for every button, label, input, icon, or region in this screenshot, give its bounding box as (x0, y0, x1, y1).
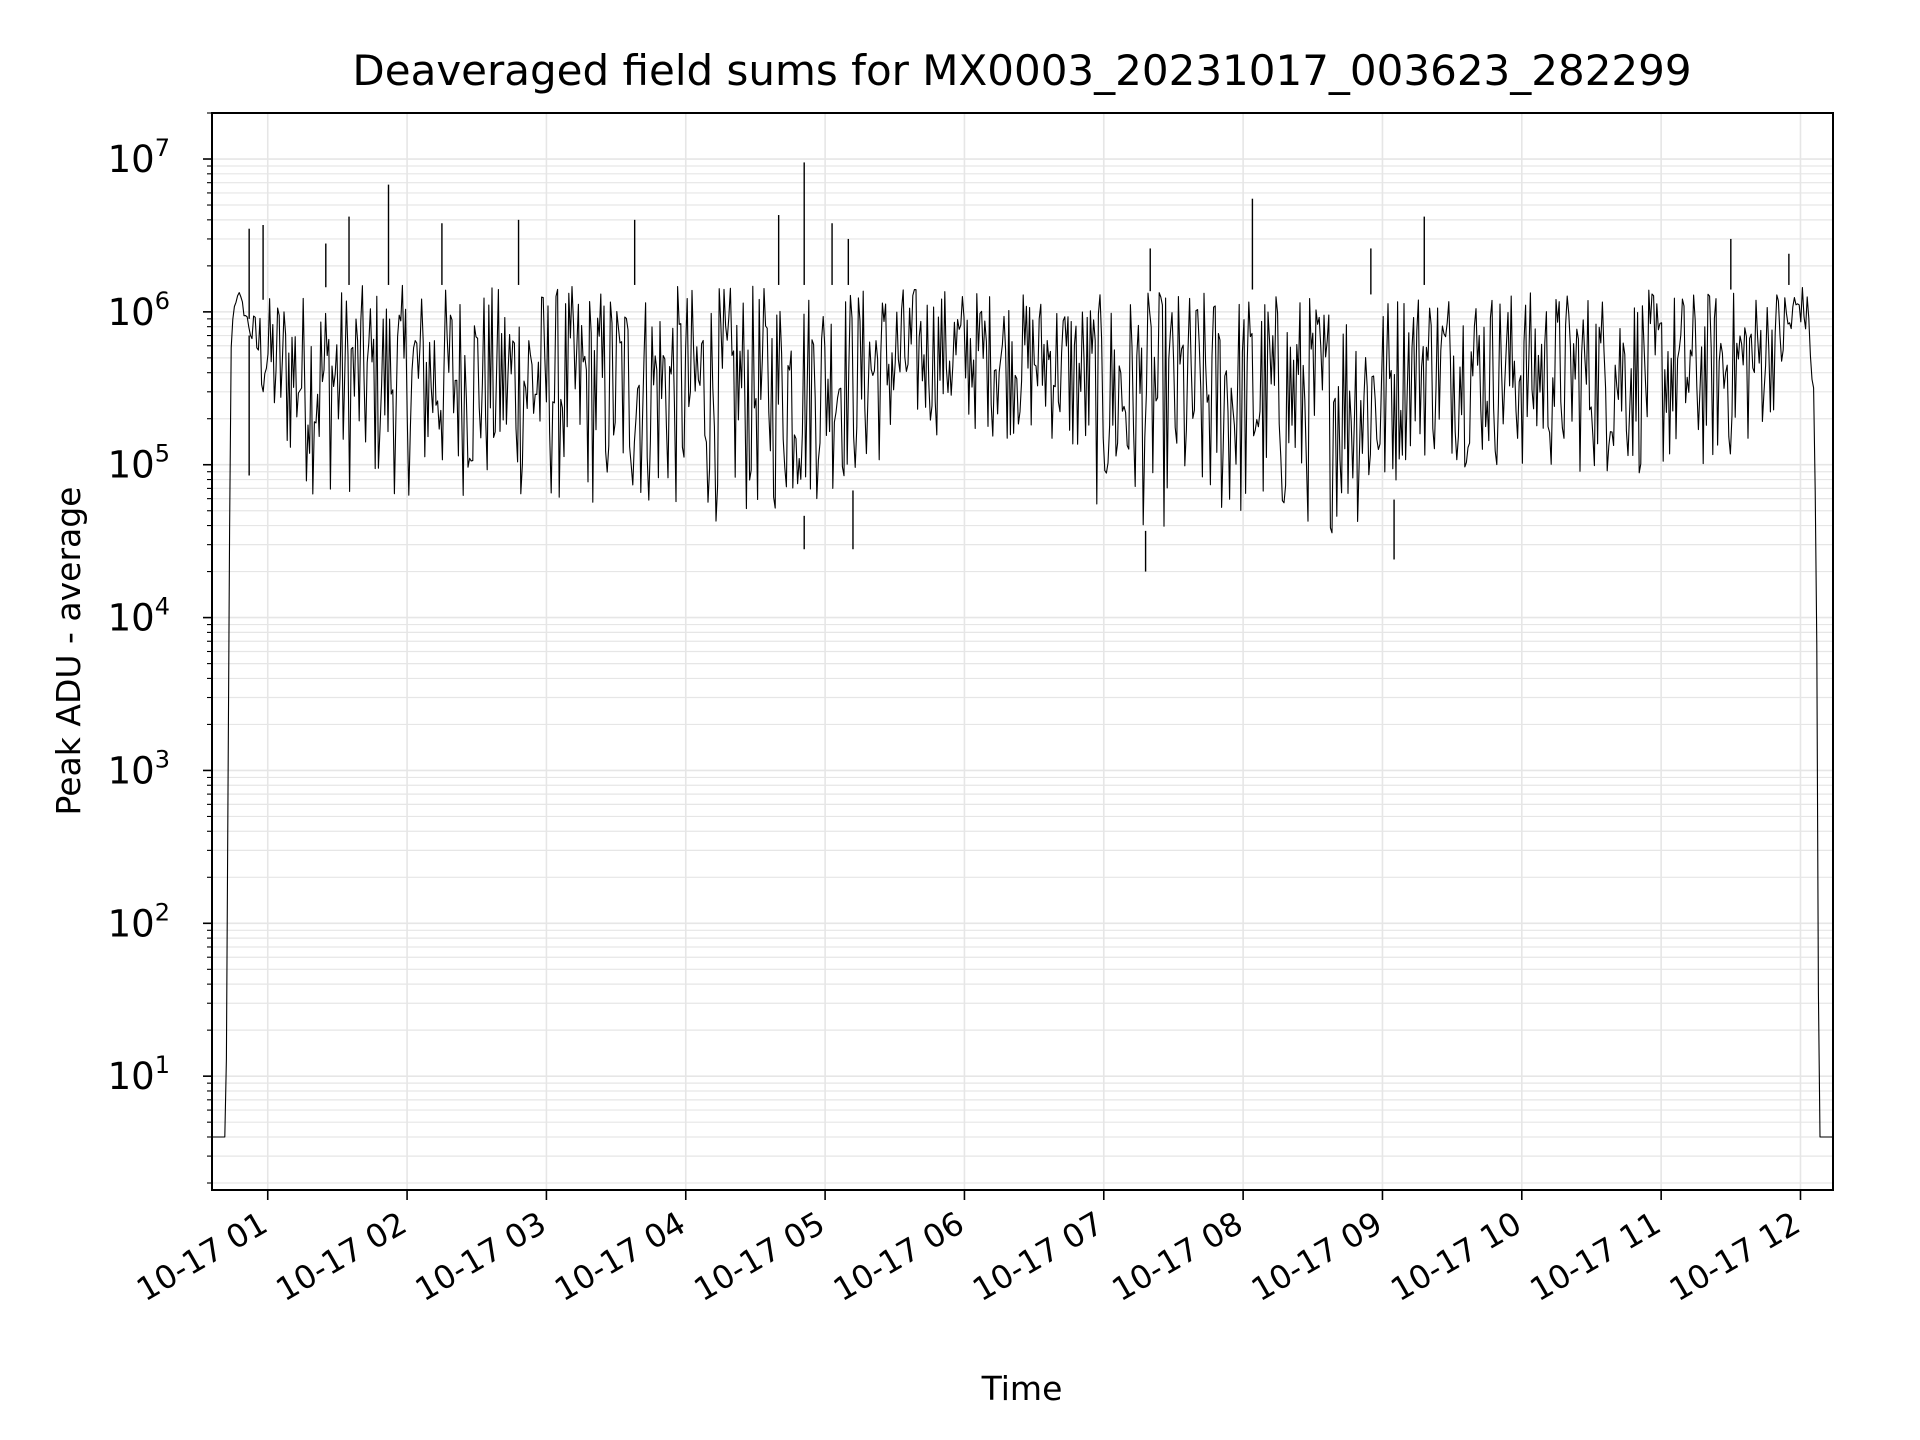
chart-title: Deaveraged field sums for MX0003_2023101… (352, 46, 1691, 95)
y-tick-label: 102 (108, 898, 170, 945)
y-tick-label: 106 (108, 287, 170, 334)
y-tick-label: 104 (108, 593, 170, 640)
x-axis-label: Time (981, 1369, 1063, 1408)
grid-lines (212, 112, 1833, 1190)
y-axis-label: Peak ADU - average (49, 487, 88, 816)
y-tick-label: 101 (108, 1051, 170, 1098)
y-tick-label: 107 (108, 134, 170, 181)
y-tick-label: 103 (108, 745, 170, 792)
series-line (212, 162, 1833, 1138)
series-path (212, 284, 1833, 1138)
y-tick-label: 105 (108, 440, 170, 487)
